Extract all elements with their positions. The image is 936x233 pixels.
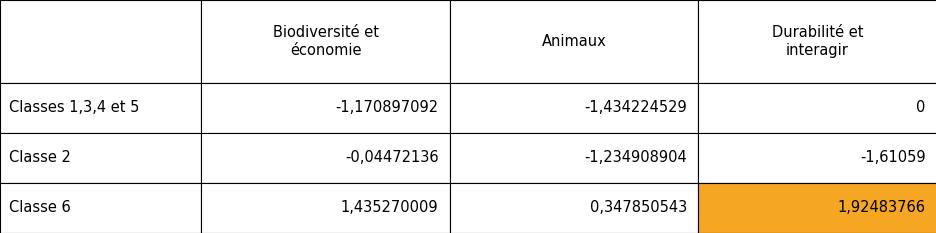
Text: 0: 0 (915, 100, 925, 115)
Bar (0, 183, 201, 233)
Text: 1,92483766: 1,92483766 (837, 200, 925, 216)
Bar (0, 133, 201, 183)
Text: Classe 2: Classe 2 (9, 150, 71, 165)
Text: Durabilité et
interagir: Durabilité et interagir (771, 25, 862, 58)
Bar (201, 183, 449, 233)
Bar (449, 133, 697, 183)
Text: 0,347850543: 0,347850543 (589, 200, 686, 216)
Bar (0, 83, 201, 133)
Text: Classe 6: Classe 6 (9, 200, 71, 216)
Bar (201, 133, 449, 183)
Bar (449, 0, 697, 83)
Bar (449, 183, 697, 233)
Bar (201, 0, 449, 83)
Bar (0, 0, 201, 83)
Text: Animaux: Animaux (541, 34, 606, 49)
Bar (697, 83, 936, 133)
Bar (697, 0, 936, 83)
Text: -0,04472136: -0,04472136 (344, 150, 438, 165)
Text: Classes 1,3,4 et 5: Classes 1,3,4 et 5 (9, 100, 139, 115)
Text: -1,170897092: -1,170897092 (335, 100, 438, 115)
Text: -1,434224529: -1,434224529 (583, 100, 686, 115)
Bar (697, 133, 936, 183)
Text: 1,435270009: 1,435270009 (341, 200, 438, 216)
Bar (201, 83, 449, 133)
Text: -1,234908904: -1,234908904 (583, 150, 686, 165)
Bar (697, 183, 936, 233)
Bar (449, 83, 697, 133)
Text: -1,61059: -1,61059 (859, 150, 925, 165)
Text: Biodiversité et
économie: Biodiversité et économie (272, 25, 378, 58)
